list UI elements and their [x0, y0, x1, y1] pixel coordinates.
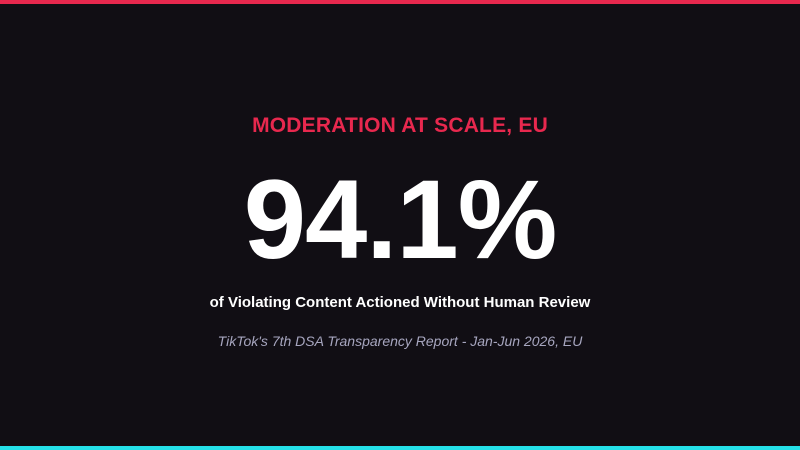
stat-caption: of Violating Content Actioned Without Hu… [209, 294, 591, 311]
slide-kicker: MODERATION AT SCALE, EU [252, 114, 548, 137]
bottom-accent-bar [0, 446, 800, 450]
headline-stat: 94.1% [243, 157, 558, 282]
source-citation: TikTok's 7th DSA Transparency Report - J… [217, 333, 583, 349]
top-accent-bar [0, 0, 800, 4]
